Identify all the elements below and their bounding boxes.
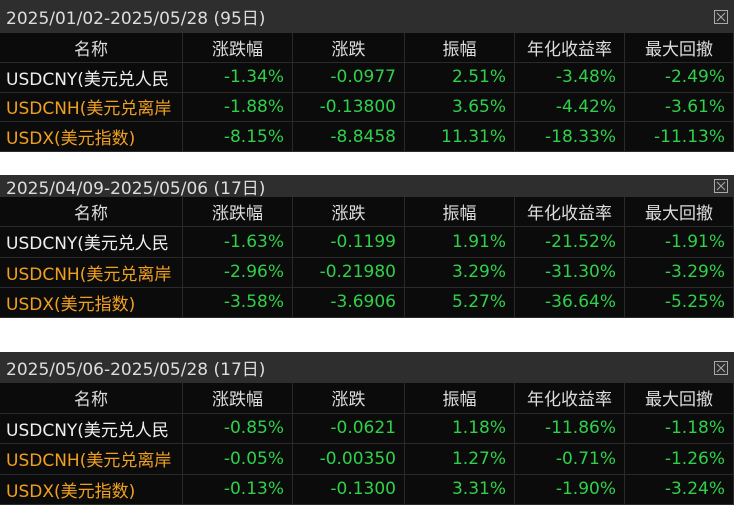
- value-cell: -4.42%: [515, 92, 625, 122]
- column-header-row: 名称 涨跌幅 涨跌 振幅 年化收益率 最大回撤: [0, 33, 734, 63]
- close-icon[interactable]: [714, 9, 728, 24]
- column-header: 年化收益率: [515, 33, 625, 62]
- column-header: 涨跌幅: [183, 197, 293, 227]
- value-cell: -11.86%: [515, 413, 625, 443]
- column-header: 涨跌幅: [183, 33, 293, 62]
- value-cell: 11.31%: [405, 122, 515, 151]
- panel-title: 2025/01/02-2025/05/28 (95日): [6, 9, 266, 29]
- column-header: 涨跌: [293, 197, 405, 227]
- value-cell: -3.6906: [293, 287, 405, 317]
- column-header: 名称: [0, 383, 183, 413]
- value-cell: -0.00350: [293, 444, 405, 474]
- value-cell: -0.13%: [183, 474, 293, 504]
- column-header: 涨跌: [293, 383, 405, 413]
- instrument-name: USDX(美元指数): [0, 474, 183, 504]
- close-icon[interactable]: [714, 179, 728, 193]
- column-header: 涨跌幅: [183, 383, 293, 413]
- instrument-name: USDCNH(美元兑离岸: [0, 92, 183, 122]
- instrument-name: USDCNH(美元兑离岸: [0, 257, 183, 287]
- instrument-name: USDX(美元指数): [0, 287, 183, 317]
- data-row: USDCNH(美元兑离岸 -1.88% -0.13800 3.65% -4.42% -3.…: [0, 92, 734, 123]
- instrument-name: USDCNY(美元兑人民: [0, 227, 183, 257]
- value-cell: -11.13%: [625, 122, 734, 151]
- column-header: 年化收益率: [515, 197, 625, 227]
- value-cell: -18.33%: [515, 122, 625, 151]
- data-row: USDX(美元指数) -0.13% -0.1300 3.31% -1.90% -3.24%: [0, 474, 734, 505]
- data-row: USDCNY(美元兑人民 -1.34% -0.0977 2.51% -3.48% -2.4…: [0, 62, 734, 93]
- instrument-name: USDCNH(美元兑离岸: [0, 444, 183, 474]
- data-row: USDCNH(美元兑离岸 -2.96% -0.21980 3.29% -31.30% -3…: [0, 257, 734, 288]
- value-cell: -1.63%: [183, 227, 293, 257]
- value-cell: -0.21980: [293, 257, 405, 287]
- value-cell: -1.90%: [515, 474, 625, 504]
- table-panel: 2025/05/06-2025/05/28 (17日) 名称 涨跌幅 涨跌 振幅 年化收益…: [0, 352, 734, 505]
- panel-header: 2025/04/09-2025/05/06 (17日): [0, 175, 734, 199]
- close-icon[interactable]: [714, 360, 728, 375]
- instrument-name: USDCNY(美元兑人民: [0, 62, 183, 92]
- data-row: USDCNH(美元兑离岸 -0.05% -0.00350 1.27% -0.71% -1.…: [0, 444, 734, 475]
- value-cell: -0.0977: [293, 62, 405, 92]
- value-cell: -3.58%: [183, 287, 293, 317]
- value-cell: 5.27%: [405, 287, 515, 317]
- value-cell: -0.05%: [183, 444, 293, 474]
- value-cell: 3.65%: [405, 92, 515, 122]
- panel-title: 2025/04/09-2025/05/06 (17日): [6, 178, 266, 199]
- column-header: 振幅: [405, 33, 515, 62]
- instrument-name: USDX(美元指数): [0, 122, 183, 151]
- value-cell: -8.8458: [293, 122, 405, 151]
- data-row: USDCNY(美元兑人民 -1.63% -0.1199 1.91% -21.52% -1.…: [0, 227, 734, 258]
- column-header: 振幅: [405, 197, 515, 227]
- instrument-name: USDCNY(美元兑人民: [0, 413, 183, 443]
- value-cell: -2.96%: [183, 257, 293, 287]
- value-cell: 1.18%: [405, 413, 515, 443]
- value-cell: -21.52%: [515, 227, 625, 257]
- value-cell: -1.26%: [625, 444, 734, 474]
- value-cell: -1.18%: [625, 413, 734, 443]
- value-cell: -3.61%: [625, 92, 734, 122]
- column-header: 名称: [0, 33, 183, 62]
- column-header: 年化收益率: [515, 383, 625, 413]
- value-cell: -1.88%: [183, 92, 293, 122]
- value-cell: -5.25%: [625, 287, 734, 317]
- data-row: USDX(美元指数) -3.58% -3.6906 5.27% -36.64% -5.25…: [0, 287, 734, 318]
- value-cell: -31.30%: [515, 257, 625, 287]
- value-cell: -1.91%: [625, 227, 734, 257]
- value-cell: -0.0621: [293, 413, 405, 443]
- value-cell: -3.29%: [625, 257, 734, 287]
- value-cell: 3.31%: [405, 474, 515, 504]
- value-cell: -3.48%: [515, 62, 625, 92]
- panel-header: 2025/05/06-2025/05/28 (17日): [0, 352, 734, 383]
- value-cell: -3.24%: [625, 474, 734, 504]
- table-panel: 2025/04/09-2025/05/06 (17日) 名称 涨跌幅 涨跌 振幅 年化收益…: [0, 175, 734, 318]
- table-panel: 2025/01/02-2025/05/28 (95日) 名称 涨跌幅 涨跌 振幅 年化收益…: [0, 0, 734, 152]
- value-cell: 1.91%: [405, 227, 515, 257]
- column-header-row: 名称 涨跌幅 涨跌 振幅 年化收益率 最大回撤: [0, 383, 734, 414]
- column-header: 最大回撤: [625, 383, 734, 413]
- column-header: 涨跌: [293, 33, 405, 62]
- value-cell: 2.51%: [405, 62, 515, 92]
- value-cell: -0.1300: [293, 474, 405, 504]
- value-cell: -0.13800: [293, 92, 405, 122]
- value-cell: 1.27%: [405, 444, 515, 474]
- value-cell: -1.34%: [183, 62, 293, 92]
- column-header: 最大回撤: [625, 33, 734, 62]
- column-header: 最大回撤: [625, 197, 734, 227]
- value-cell: -2.49%: [625, 62, 734, 92]
- value-cell: -0.1199: [293, 227, 405, 257]
- data-row: USDX(美元指数) -8.15% -8.8458 11.31% -18.33% -11.…: [0, 122, 734, 152]
- column-header: 名称: [0, 197, 183, 227]
- value-cell: -36.64%: [515, 287, 625, 317]
- value-cell: 3.29%: [405, 257, 515, 287]
- value-cell: -0.71%: [515, 444, 625, 474]
- panel-title: 2025/05/06-2025/05/28 (17日): [6, 360, 266, 380]
- panel-header: 2025/01/02-2025/05/28 (95日): [0, 0, 734, 33]
- column-header-row: 名称 涨跌幅 涨跌 振幅 年化收益率 最大回撤: [0, 197, 734, 228]
- column-header: 振幅: [405, 383, 515, 413]
- data-row: USDCNY(美元兑人民 -0.85% -0.0621 1.18% -11.86% -1.…: [0, 413, 734, 444]
- value-cell: -0.85%: [183, 413, 293, 443]
- value-cell: -8.15%: [183, 122, 293, 151]
